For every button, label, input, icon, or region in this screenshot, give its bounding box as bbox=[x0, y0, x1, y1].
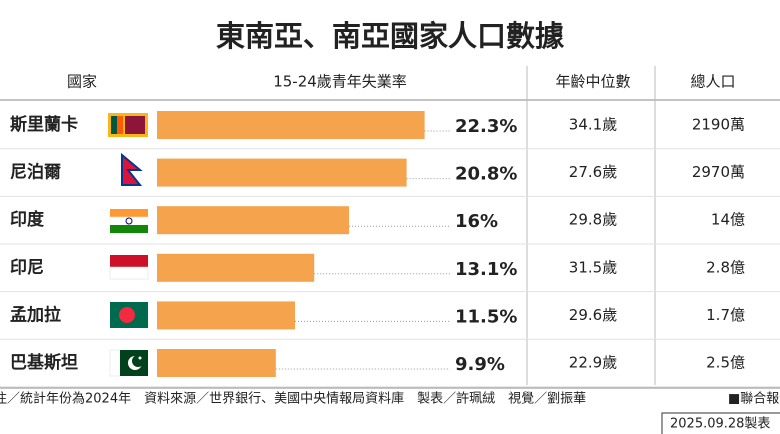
bar bbox=[157, 253, 315, 282]
cell: 2.8億 bbox=[706, 258, 745, 276]
bar bbox=[157, 301, 295, 330]
category-label: 孟加拉 bbox=[10, 304, 61, 325]
value-label: 22.3% bbox=[455, 116, 517, 137]
chart-title: 東南亞、南亞國家人口數據 bbox=[216, 19, 565, 53]
value-label: 20.8% bbox=[455, 164, 517, 185]
category-label: 印尼 bbox=[10, 258, 44, 278]
value-label: 13.1% bbox=[455, 259, 517, 280]
category-label: 印度 bbox=[10, 209, 45, 230]
date: 2025.09.28製表 bbox=[670, 417, 770, 432]
cell: 29.6歲 bbox=[569, 306, 617, 324]
cell: 14億 bbox=[711, 211, 745, 229]
cell: 1.7億 bbox=[706, 306, 745, 324]
value-label: 16% bbox=[455, 211, 498, 232]
flags bbox=[108, 113, 149, 377]
bar bbox=[157, 111, 425, 139]
header: 15-24歲青年失業率 bbox=[273, 73, 407, 91]
category-label: 尼泊爾 bbox=[10, 163, 61, 183]
cell: 27.6歲 bbox=[569, 163, 617, 181]
source-mark: ■聯合報 bbox=[728, 392, 779, 407]
cell: 22.9歲 bbox=[569, 354, 617, 372]
header: 總人口 bbox=[690, 73, 735, 91]
cell: 2190萬 bbox=[692, 116, 745, 134]
category-label: 斯里蘭卡 bbox=[10, 114, 78, 135]
footnote: 注／統計年份為2024年 資料來源／世界銀行、美國中央情報局資料庫 製表／許珮絨… bbox=[0, 391, 586, 407]
header: 年齡中位數 bbox=[555, 73, 630, 91]
cell: 34.1歲 bbox=[569, 116, 617, 134]
bar bbox=[157, 206, 349, 235]
cell: 2970萬 bbox=[692, 163, 745, 181]
bar bbox=[157, 158, 407, 187]
category-label: 巴基斯坦 bbox=[10, 352, 78, 373]
header: 國家 bbox=[67, 73, 97, 91]
bar bbox=[157, 349, 276, 377]
value-label: 11.5% bbox=[455, 306, 517, 327]
value-label: 9.9% bbox=[455, 354, 505, 375]
cell: 31.5歲 bbox=[569, 258, 617, 276]
date-box bbox=[661, 412, 780, 434]
cell: 29.8歲 bbox=[569, 211, 617, 229]
cell: 2.5億 bbox=[706, 354, 745, 372]
